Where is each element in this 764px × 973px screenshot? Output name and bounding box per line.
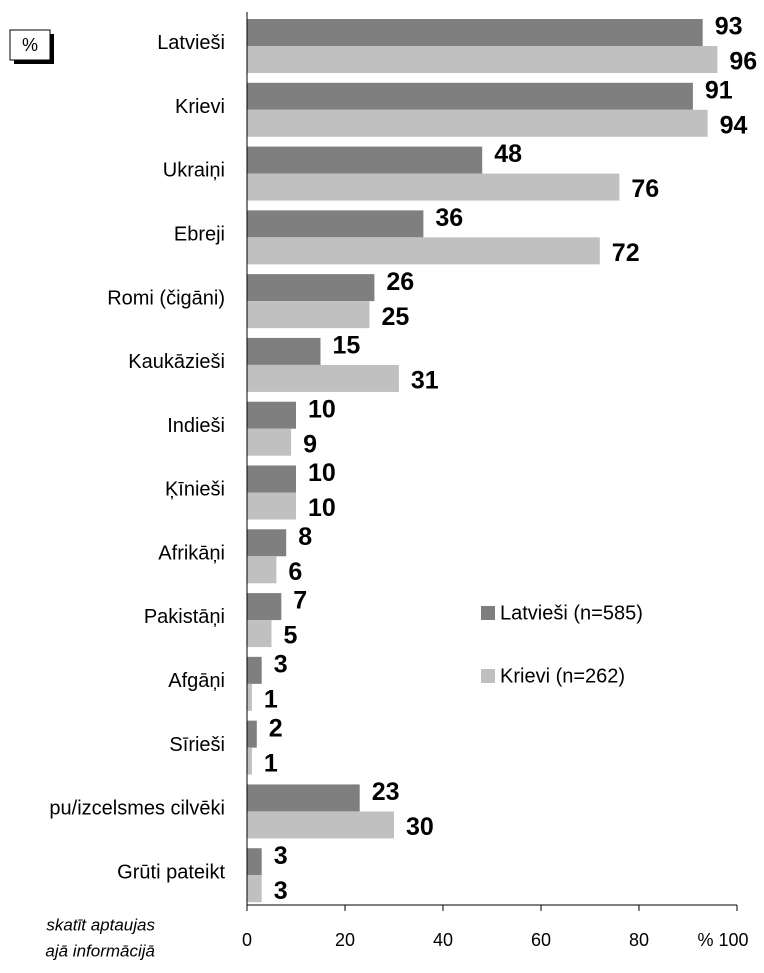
value-label: 72 [612, 239, 640, 267]
value-label: 25 [382, 303, 410, 331]
value-label: 5 [284, 622, 298, 650]
bar [247, 875, 262, 903]
value-label: 93 [715, 13, 743, 41]
bar [247, 109, 708, 137]
value-label: 3 [274, 842, 288, 870]
bar [247, 465, 296, 493]
value-label: 7 [293, 587, 307, 615]
category-label: Romi (čigāni) [107, 287, 225, 309]
category-label: Ukraiņi [163, 160, 225, 182]
bar [247, 747, 252, 775]
bar [247, 656, 262, 684]
bar [247, 19, 703, 46]
x-tick-label: 40 [433, 930, 453, 950]
legend-swatch [481, 669, 495, 683]
bar [247, 401, 296, 429]
x-tick-label: % 100 [697, 930, 748, 950]
category-label: Latvieši [157, 32, 225, 54]
x-tick-label: 60 [531, 930, 551, 950]
legend-label: Latvieši (n=585) [500, 602, 643, 624]
bar [247, 46, 718, 73]
value-label: 15 [333, 332, 361, 360]
value-label: 48 [494, 140, 522, 168]
bar [247, 556, 277, 584]
category-label: Krievi [175, 96, 225, 118]
value-label: 6 [288, 558, 302, 586]
bar [247, 529, 287, 557]
legend-label: Krievi (n=262) [500, 665, 625, 687]
value-label: 96 [729, 48, 757, 76]
category-label: Ķīnieši [165, 479, 225, 501]
bar [247, 428, 292, 456]
bar [247, 784, 360, 812]
bar [247, 848, 262, 876]
category-label: Grūti pateikt [117, 861, 225, 883]
value-label: 31 [411, 367, 439, 395]
bar [247, 82, 693, 110]
value-label: 1 [264, 749, 278, 777]
value-label: 23 [372, 778, 400, 806]
x-tick-label: 80 [629, 930, 649, 950]
bar [247, 173, 620, 201]
category-label: Pakistāņi [144, 606, 225, 628]
value-label: 36 [435, 204, 463, 232]
bar [247, 683, 252, 711]
category-label: Afgāņi [168, 670, 225, 692]
category-label: Afrikāņi [158, 542, 225, 564]
value-label: 3 [274, 877, 288, 905]
note: skatīt aptaujas [46, 915, 155, 934]
value-label: 8 [298, 523, 312, 551]
value-label: 2 [269, 714, 283, 742]
bar [247, 492, 296, 520]
x-tick-label: 0 [242, 930, 252, 950]
bar [247, 274, 375, 302]
value-label: 3 [274, 650, 288, 678]
note: ajā informācijā [45, 941, 155, 960]
unit-box [9, 29, 51, 61]
value-label: 30 [406, 813, 434, 841]
value-label: 94 [720, 111, 748, 139]
bar [247, 620, 272, 648]
category-label: Indieši [167, 415, 225, 437]
value-label: 9 [303, 430, 317, 458]
bar [247, 720, 257, 748]
value-label: 26 [386, 268, 414, 296]
bar [247, 146, 483, 174]
bar [247, 337, 321, 365]
category-label: Ebreji [174, 224, 225, 246]
value-label: 10 [308, 494, 336, 522]
bar [247, 210, 424, 238]
value-label: 1 [264, 685, 278, 713]
bar [247, 301, 370, 329]
category-label: Sīrieši [169, 734, 225, 756]
legend-swatch [481, 606, 495, 620]
bar [247, 811, 394, 839]
bar [247, 593, 282, 621]
value-label: 91 [705, 76, 733, 104]
unit-label: % [22, 35, 38, 55]
value-label: 76 [631, 175, 659, 203]
bar [247, 237, 600, 265]
x-tick-label: 20 [335, 930, 355, 950]
category-label: Kaukāzieši [128, 351, 225, 373]
value-label: 10 [308, 395, 336, 423]
value-label: 10 [308, 459, 336, 487]
category-label: pu/izcelsmes cilvēki [49, 798, 225, 820]
bar [247, 364, 399, 392]
